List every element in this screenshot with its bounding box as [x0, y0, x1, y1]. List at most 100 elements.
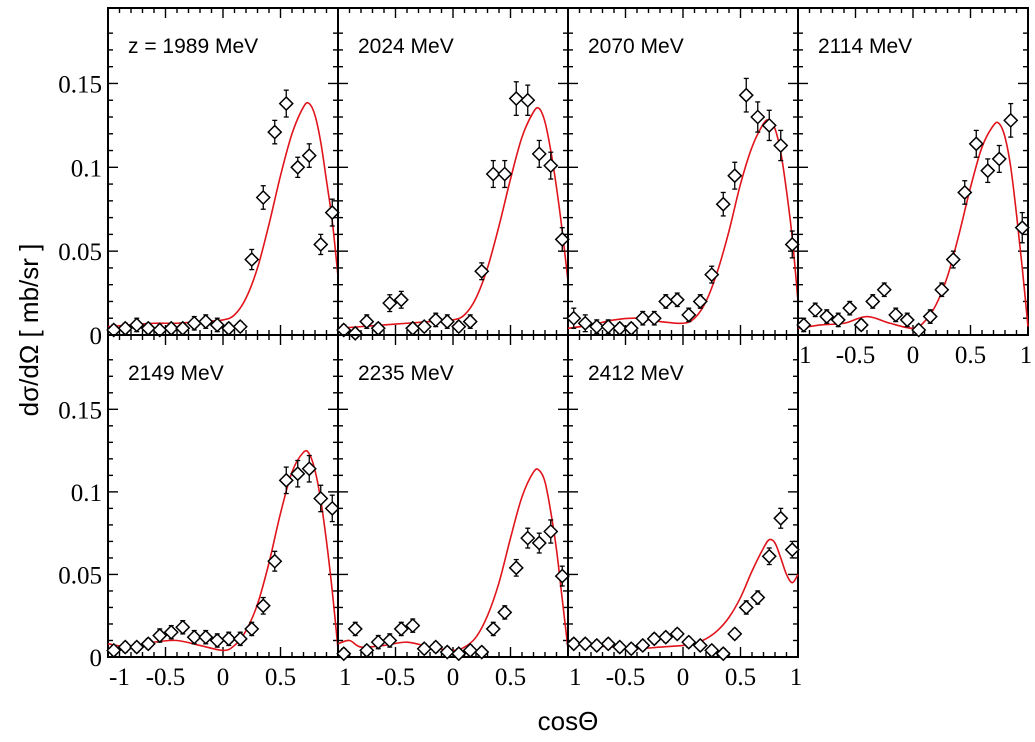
data-point: [359, 642, 375, 658]
data-point: [336, 322, 352, 338]
panel-energy-label: 2024 MeV: [358, 35, 454, 58]
x-tick-label: 0.5: [495, 664, 526, 691]
data-point: [623, 320, 639, 336]
x-tick-label: -0.5: [146, 664, 186, 691]
y-tick-label: 0.15: [58, 71, 102, 98]
data-point: [278, 96, 294, 112]
data-point: [278, 472, 294, 488]
data-point: [416, 641, 432, 657]
data-point: [646, 310, 662, 326]
data-point: [232, 319, 248, 335]
data-point: [129, 639, 145, 655]
x-tick-label: 1: [569, 664, 582, 691]
data-point: [784, 236, 800, 253]
data-point: [531, 146, 547, 162]
data-point: [957, 184, 973, 201]
data-point: [232, 631, 248, 647]
data-point: [773, 510, 789, 526]
data-point: [600, 636, 616, 652]
fit-curve: [567, 119, 799, 330]
y-axis-title: dσ/dΩ [ mb/sr ]: [14, 244, 44, 417]
panel-2: 2024 MeV: [336, 7, 570, 341]
data-point: [761, 117, 777, 133]
data-point: [750, 589, 766, 606]
data-point: [623, 641, 639, 657]
data-point: [830, 312, 846, 328]
data-point: [807, 302, 823, 318]
panel-6: 1 -0.5 0 0.5 2235 MeV: [336, 334, 570, 691]
data-point: [543, 158, 559, 174]
y-tick-label: 0.05: [58, 239, 102, 266]
data-point: [945, 251, 961, 268]
data-point: [853, 317, 869, 333]
data-point: [681, 307, 697, 323]
x-tick-label: 0: [677, 664, 690, 691]
data-point: [761, 548, 777, 564]
data-point: [704, 267, 720, 283]
data-point: [980, 163, 996, 179]
fit-curve: [337, 106, 569, 330]
data-point: [1014, 220, 1030, 236]
data-point: [669, 292, 685, 308]
data-point: [198, 629, 214, 645]
fit-curve: [107, 101, 339, 328]
data-point: [738, 599, 754, 616]
data-point: [692, 637, 708, 654]
data-point: [324, 205, 340, 221]
x-tick-label: 0.5: [265, 664, 296, 691]
data-point: [543, 523, 559, 540]
data-point: [692, 293, 708, 310]
fit-curve: [107, 449, 339, 652]
x-tick-label: 0: [217, 664, 230, 691]
data-point: [474, 263, 490, 279]
data-point: [773, 137, 789, 154]
data-point: [520, 92, 536, 108]
data-point: [186, 629, 202, 645]
data-point: [198, 314, 214, 330]
data-point: [819, 308, 835, 325]
data-point: [393, 292, 409, 308]
data-point: [209, 632, 225, 649]
y-tick-label: 0: [90, 645, 103, 672]
y-tick-label: 0.1: [71, 155, 102, 182]
data-point: [520, 530, 536, 546]
data-point: [727, 626, 743, 642]
data-point: [451, 319, 467, 335]
data-point: [255, 189, 271, 206]
panel-energy-label: 2412 MeV: [588, 362, 684, 385]
data-point: [462, 642, 478, 658]
data-point: [842, 300, 858, 316]
data-point: [497, 604, 513, 620]
data-point: [451, 646, 467, 662]
data-point: [336, 646, 352, 662]
data-point: [796, 317, 812, 333]
data-point: [566, 310, 582, 326]
data-point: [301, 148, 317, 164]
x-tick-label: -1: [109, 664, 130, 691]
data-point: [221, 320, 237, 336]
data-point: [485, 166, 501, 182]
panel-5: 0 0.05 0.1 0.15 -1 -0.5 0 0.5 2149 MeV: [58, 334, 340, 691]
data-point: [704, 642, 720, 658]
data-point: [589, 319, 605, 335]
data-point: [554, 568, 570, 584]
y-tick-label: 0.15: [58, 397, 102, 424]
data-point: [290, 159, 306, 175]
data-point: [405, 618, 421, 634]
panel-energy-label: z = 1989 MeV: [128, 35, 258, 58]
data-point: [359, 314, 375, 330]
data-point: [152, 322, 168, 338]
data-point: [888, 307, 904, 323]
x-tick-label: -0.5: [836, 342, 876, 369]
data-point: [589, 637, 605, 654]
data-point: [968, 136, 984, 152]
x-tick-label: 1: [1020, 342, 1033, 369]
data-point: [612, 639, 628, 655]
data-point: [485, 621, 501, 637]
data-point: [658, 629, 674, 645]
panel-3: 2070 MeV: [566, 7, 800, 336]
data-point: [290, 466, 306, 482]
data-point: [554, 231, 570, 247]
data-point: [750, 109, 766, 125]
